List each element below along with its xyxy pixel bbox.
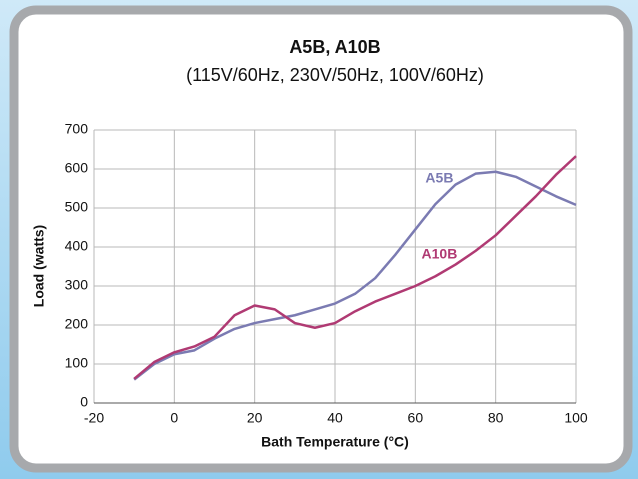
frame xyxy=(9,5,633,473)
x-axis-label: Bath Temperature (°C) xyxy=(261,434,409,450)
y-tick-label: 100 xyxy=(65,355,89,371)
y-tick-label: 300 xyxy=(65,277,89,293)
x-tick-label: 60 xyxy=(408,410,424,426)
y-tick-label: 600 xyxy=(65,160,89,176)
x-tick-label: 40 xyxy=(327,410,343,426)
chart-subtitle: (115V/60Hz, 230V/50Hz, 100V/60Hz) xyxy=(186,65,484,85)
y-tick-label: 500 xyxy=(65,199,89,215)
series-label: A5B xyxy=(425,169,453,185)
x-tick-label: 0 xyxy=(170,410,178,426)
y-axis-label: Load (watts) xyxy=(31,225,47,307)
x-tick-label: 80 xyxy=(488,410,504,426)
x-tick-label: -20 xyxy=(84,410,104,426)
series-line xyxy=(133,155,577,380)
x-tick-label: 100 xyxy=(564,410,588,426)
chart-title: A5B, A10B xyxy=(289,37,380,57)
x-tick-label: 20 xyxy=(247,410,263,426)
series-line xyxy=(133,170,577,381)
series-label: A10B xyxy=(422,246,458,262)
y-tick-label: 400 xyxy=(65,238,89,254)
y-tick-label: 700 xyxy=(65,121,89,137)
y-tick-label: 0 xyxy=(80,394,88,410)
y-tick-label: 200 xyxy=(65,316,89,332)
